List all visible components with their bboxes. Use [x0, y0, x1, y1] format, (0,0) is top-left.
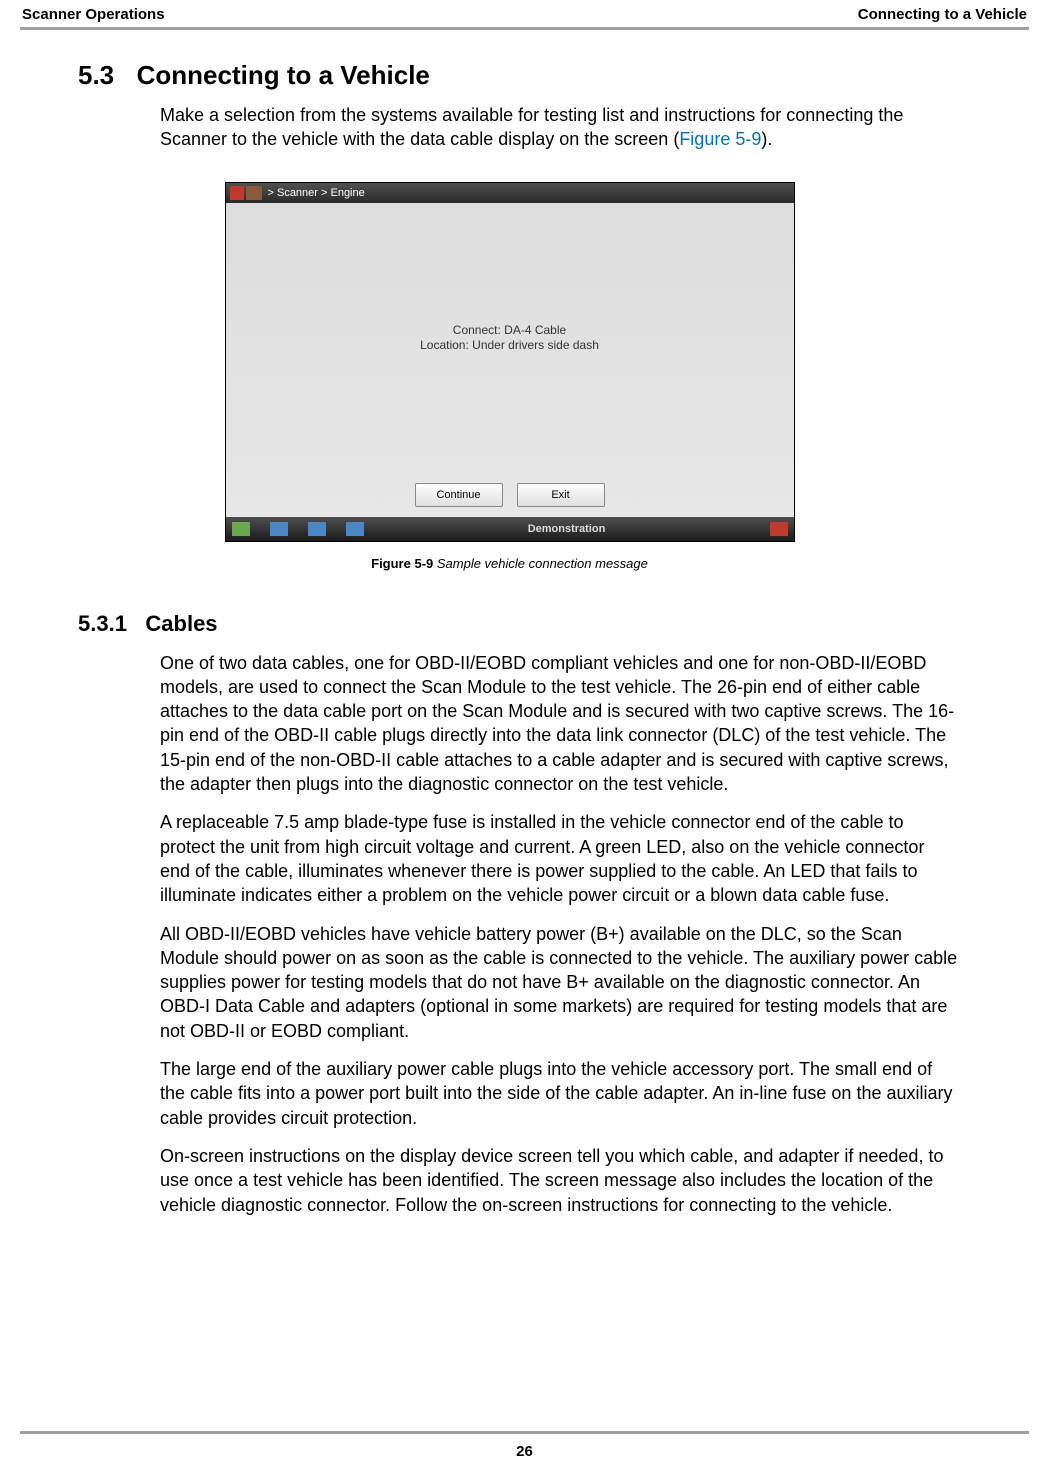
body-paragraph-4: The large end of the auxiliary power cab…	[160, 1057, 959, 1130]
demonstration-label: Demonstration	[384, 523, 750, 535]
section-heading: 5.3 Connecting to a Vehicle	[78, 60, 959, 91]
section-intro: Make a selection from the systems availa…	[160, 103, 959, 152]
intro-text-pre: Make a selection from the systems availa…	[160, 105, 903, 149]
bottombar-red-icon	[770, 522, 788, 536]
header-left: Scanner Operations	[22, 6, 165, 23]
figure-caption: Figure 5-9 Sample vehicle connection mes…	[371, 556, 648, 571]
screenshot-bottombar: Demonstration	[226, 517, 794, 541]
page-number: 26	[0, 1443, 1049, 1460]
screenshot-topbar: > Scanner > Engine	[226, 183, 794, 203]
section-number: 5.3	[78, 60, 114, 91]
continue-button[interactable]: Continue	[415, 483, 503, 507]
body-paragraph-5: On-screen instructions on the display de…	[160, 1144, 959, 1217]
figure-container: > Scanner > Engine Connect: DA-4 Cable L…	[60, 182, 959, 571]
msg-line1: Connect: DA-4 Cable	[226, 323, 794, 339]
figure-label: Figure 5-9	[371, 556, 433, 571]
figure-caption-text: Sample vehicle connection message	[433, 556, 648, 571]
page-header: Scanner Operations Connecting to a Vehic…	[0, 0, 1049, 27]
screenshot-buttons: Continue Exit	[226, 483, 794, 507]
footer-rule	[20, 1431, 1029, 1434]
header-right: Connecting to a Vehicle	[858, 6, 1027, 23]
figure-reference-link[interactable]: Figure 5-9	[679, 129, 761, 149]
section-title: Connecting to a Vehicle	[137, 60, 430, 91]
subsection-number: 5.3.1	[78, 611, 127, 637]
page-content: 5.3 Connecting to a Vehicle Make a selec…	[0, 30, 1049, 1217]
body-paragraph-2: A replaceable 7.5 amp blade-type fuse is…	[160, 810, 959, 907]
body-paragraph-3: All OBD-II/EOBD vehicles have vehicle ba…	[160, 922, 959, 1043]
screenshot-message: Connect: DA-4 Cable Location: Under driv…	[226, 323, 794, 354]
home-icon	[232, 522, 250, 536]
exit-button[interactable]: Exit	[517, 483, 605, 507]
topbar-red-icon	[230, 186, 244, 200]
body-paragraph-1: One of two data cables, one for OBD-II/E…	[160, 651, 959, 797]
msg-line2: Location: Under drivers side dash	[226, 338, 794, 354]
subsection-title: Cables	[145, 611, 217, 637]
breadcrumb: > Scanner > Engine	[268, 187, 365, 199]
topbar-icon	[246, 186, 262, 200]
subsection-heading: 5.3.1 Cables	[78, 611, 959, 637]
bottombar-icon-2	[308, 522, 326, 536]
screenshot-image: > Scanner > Engine Connect: DA-4 Cable L…	[225, 182, 795, 542]
bottombar-icon-1	[270, 522, 288, 536]
bottombar-icon-3	[346, 522, 364, 536]
intro-text-post: ).	[761, 129, 772, 149]
